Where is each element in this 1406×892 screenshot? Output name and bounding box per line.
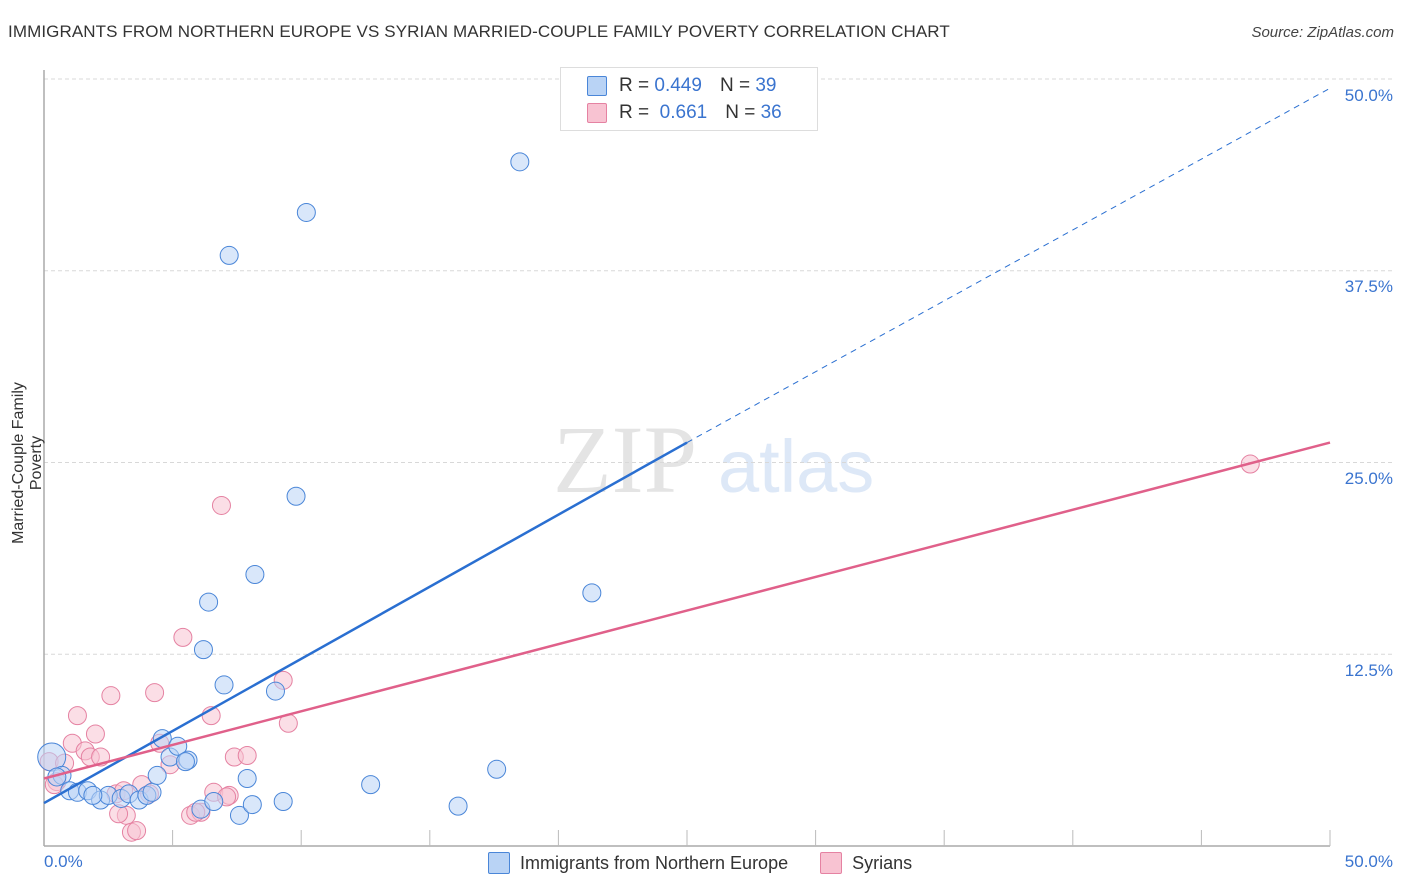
data-point	[85, 724, 105, 744]
watermark-atlas: atlas	[718, 425, 874, 508]
data-point	[193, 640, 213, 660]
source-label: Source: ZipAtlas.com	[1251, 24, 1394, 41]
r-label: R =	[619, 75, 650, 96]
y-tick-37-5: 37.5%	[1344, 277, 1393, 296]
immigrants-points	[37, 152, 602, 825]
series-legend: Immigrants from Northern Europe Syrians	[488, 852, 944, 874]
chart-title: IMMIGRANTS FROM NORTHERN EUROPE VS SYRIA…	[8, 22, 950, 41]
data-point	[204, 792, 224, 812]
r-label: R =	[619, 102, 650, 123]
data-point	[175, 752, 195, 772]
data-point	[145, 683, 165, 703]
x-axis-ticks	[172, 830, 1331, 846]
n-value: 39	[755, 75, 777, 96]
r-value: 0.661	[659, 102, 708, 123]
pink-swatch-icon	[820, 852, 843, 874]
data-point	[296, 202, 316, 222]
data-point	[142, 782, 162, 802]
data-point	[173, 627, 193, 647]
trend-lines	[43, 87, 1331, 805]
legend-row-immigrants: R = 0.449 N = 39	[587, 74, 776, 98]
watermark-zip: ZIP	[553, 406, 697, 513]
legend-label: Syrians	[852, 852, 913, 873]
data-point	[237, 769, 257, 789]
data-point	[101, 686, 121, 706]
data-point	[361, 775, 381, 795]
n-label: N =	[725, 102, 756, 123]
data-point	[286, 486, 306, 506]
pink-swatch-icon	[587, 103, 607, 123]
data-point	[219, 245, 239, 265]
legend-item-immigrants[interactable]: Immigrants from Northern Europe	[488, 852, 788, 874]
y-tick-25: 25.0%	[1344, 469, 1393, 488]
data-point	[273, 792, 293, 812]
blue-swatch-icon	[488, 852, 510, 874]
data-point	[510, 152, 530, 172]
legend-label: Immigrants from Northern Europe	[520, 852, 789, 873]
r-value: 0.449	[654, 75, 702, 96]
data-point	[214, 675, 234, 695]
blue-swatch-icon	[587, 76, 607, 96]
n-label: N =	[719, 75, 751, 96]
data-point	[487, 759, 507, 779]
data-point	[237, 745, 257, 765]
data-point	[242, 795, 262, 815]
y-tick-50: 50.0%	[1344, 86, 1393, 105]
data-point	[147, 765, 167, 785]
n-value: 36	[760, 102, 782, 123]
legend-row-syrians: R = 0.661 N = 36	[587, 101, 782, 125]
x-tick-50: 50.0%	[1344, 852, 1393, 871]
data-point	[67, 706, 87, 726]
immigrants-trend-line	[43, 441, 688, 805]
legend-item-syrians[interactable]: Syrians	[820, 852, 912, 874]
data-point	[265, 681, 285, 701]
syrians-trend-line	[43, 441, 1331, 780]
x-tick-0: 0.0%	[44, 852, 83, 871]
data-point	[448, 796, 468, 816]
data-point	[127, 821, 147, 841]
data-point	[211, 495, 231, 515]
y-axis-label: Married-Couple Family Poverty	[10, 382, 45, 544]
data-point	[83, 785, 103, 805]
correlation-legend: R = 0.449 N = 39 R = 0.661 N = 36	[560, 67, 818, 131]
immigrants-trend-extension	[686, 87, 1331, 443]
data-point	[199, 592, 219, 612]
data-point	[245, 564, 265, 584]
data-point	[582, 583, 602, 603]
data-point	[229, 805, 249, 825]
y-tick-12-5: 12.5%	[1344, 661, 1393, 680]
gridlines	[44, 78, 1395, 655]
